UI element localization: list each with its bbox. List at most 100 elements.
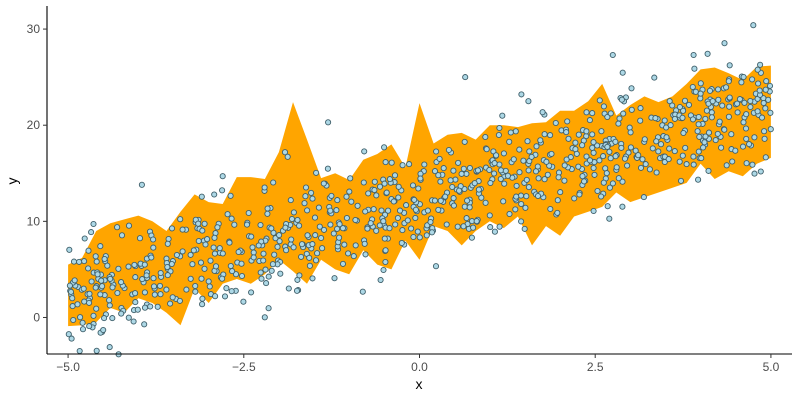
data-point	[528, 153, 535, 160]
data-point	[345, 250, 352, 257]
data-point	[179, 248, 186, 255]
data-point	[591, 171, 598, 178]
data-point	[751, 170, 758, 177]
data-point	[114, 289, 121, 297]
data-point	[541, 131, 548, 138]
data-point	[612, 138, 619, 145]
data-point	[473, 218, 480, 225]
data-point	[637, 117, 644, 124]
data-point	[615, 120, 622, 127]
data-point	[320, 226, 328, 233]
data-point	[627, 129, 634, 136]
data-point	[97, 291, 104, 298]
data-point	[721, 126, 728, 133]
data-point	[499, 112, 506, 119]
data-point	[594, 187, 601, 195]
data-point	[555, 174, 562, 181]
data-point	[212, 293, 219, 300]
data-point	[563, 129, 570, 136]
data-point	[761, 128, 768, 135]
data-point	[293, 287, 301, 294]
data-point	[749, 76, 756, 83]
data-point	[700, 144, 707, 151]
data-point	[216, 245, 223, 252]
data-point	[261, 314, 268, 321]
data-point	[261, 184, 268, 191]
data-point	[319, 245, 326, 252]
data-point	[679, 152, 686, 159]
data-point	[136, 235, 144, 242]
data-point	[198, 275, 205, 282]
data-point	[708, 114, 715, 121]
data-point	[604, 203, 611, 210]
data-point	[189, 261, 196, 268]
data-point	[543, 158, 550, 165]
data-point	[318, 234, 325, 242]
data-point	[371, 178, 378, 185]
data-point	[199, 301, 206, 308]
data-point	[88, 278, 95, 285]
data-point	[589, 131, 596, 138]
data-point	[258, 275, 265, 282]
data-point	[689, 83, 696, 91]
data-point	[343, 214, 350, 222]
data-point	[141, 304, 149, 311]
data-point	[212, 263, 220, 270]
data-point	[682, 144, 689, 151]
data-point	[575, 131, 582, 138]
data-point	[520, 157, 527, 164]
data-point	[679, 114, 686, 121]
data-point	[391, 172, 399, 179]
data-point	[618, 144, 625, 151]
data-point	[376, 183, 384, 190]
data-point	[187, 251, 194, 258]
data-point	[500, 198, 507, 205]
data-point	[475, 186, 482, 193]
data-point	[435, 172, 442, 179]
y-axis-ticks: 0 10 20 30	[27, 22, 47, 324]
data-point	[406, 161, 413, 168]
data-point	[691, 65, 698, 72]
data-point	[746, 141, 753, 148]
data-point	[607, 155, 614, 162]
data-point	[669, 102, 676, 109]
data-point	[92, 253, 99, 260]
data-point	[685, 101, 693, 108]
data-point	[65, 331, 72, 338]
data-point	[118, 310, 125, 317]
data-point	[86, 299, 93, 306]
data-point	[762, 105, 769, 112]
data-point	[224, 211, 231, 218]
x-tick-label: 2.5	[587, 360, 604, 374]
data-point	[395, 194, 402, 201]
data-point	[399, 227, 406, 234]
data-point	[619, 203, 626, 210]
data-point	[68, 335, 75, 342]
data-point	[76, 258, 83, 265]
data-point	[382, 258, 389, 266]
data-point	[507, 129, 514, 136]
data-point	[416, 234, 423, 241]
data-point	[257, 269, 264, 276]
data-point	[106, 297, 113, 304]
data-point	[667, 122, 674, 129]
data-point	[302, 184, 310, 191]
y-tick-label: 10	[27, 214, 41, 228]
data-point	[447, 177, 454, 184]
data-point	[288, 236, 295, 243]
data-point	[497, 175, 504, 183]
data-point	[354, 202, 361, 209]
data-point	[548, 150, 555, 157]
data-point	[565, 135, 572, 142]
data-point	[455, 159, 462, 166]
data-point	[324, 165, 331, 172]
data-point	[718, 144, 725, 151]
data-point	[518, 200, 525, 208]
data-point	[705, 167, 712, 174]
data-point	[227, 192, 234, 199]
data-point	[268, 225, 275, 232]
data-point	[408, 225, 415, 232]
data-point	[757, 61, 764, 68]
data-point	[312, 232, 319, 239]
data-point	[378, 207, 385, 214]
